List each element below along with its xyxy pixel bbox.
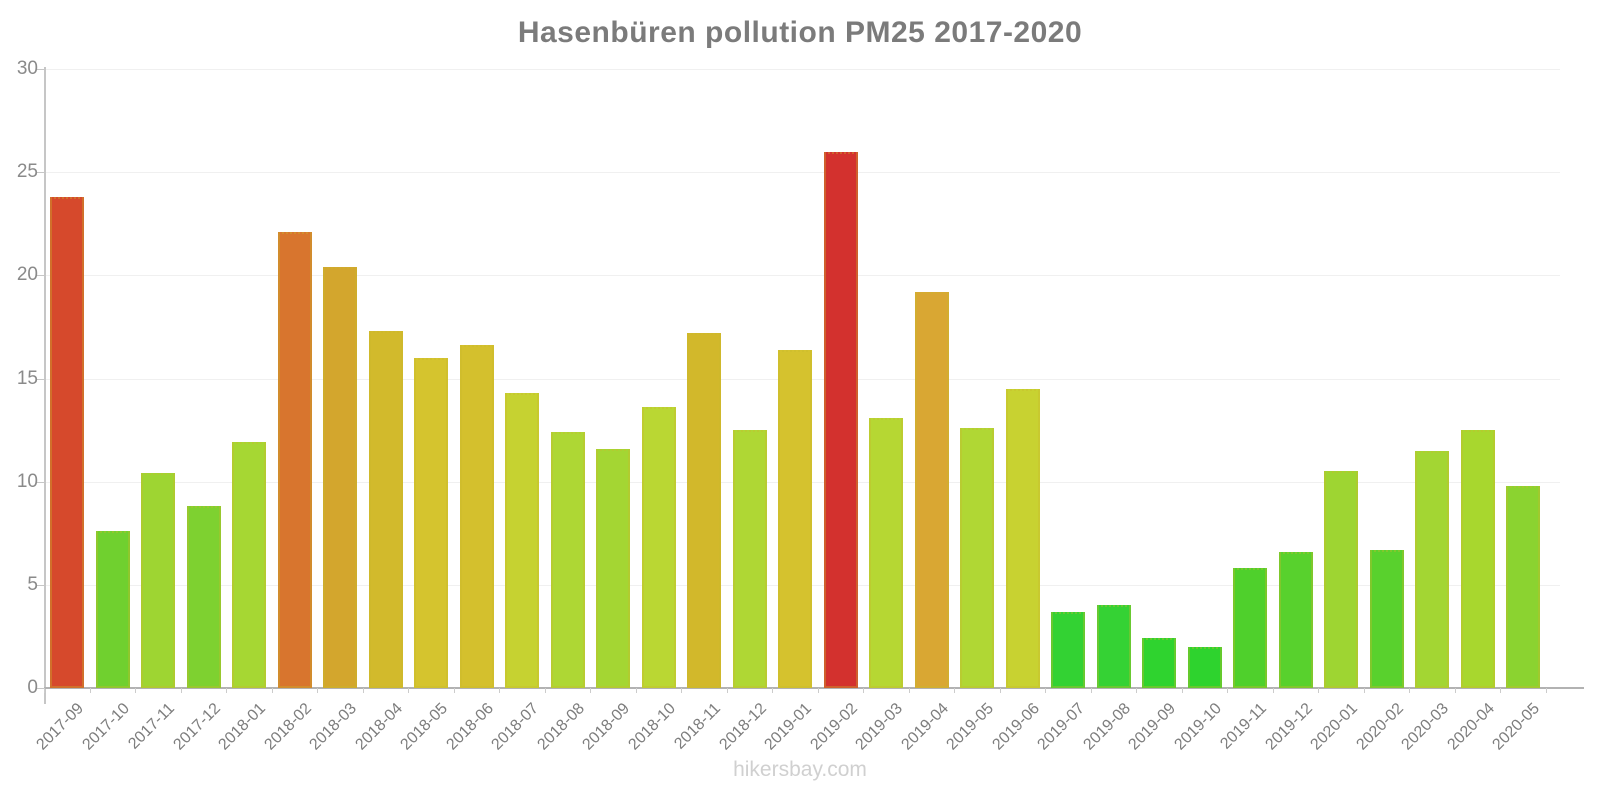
- bar-2019-04[interactable]: [914, 291, 949, 688]
- bar-2019-06[interactable]: [1005, 388, 1040, 688]
- x-axis-tick: [44, 688, 46, 693]
- x-axis-tick: [1272, 688, 1274, 693]
- y-axis-tick-label: 30: [16, 58, 38, 79]
- x-axis-tick: [408, 688, 410, 693]
- bar-2018-04[interactable]: [368, 331, 403, 688]
- bar-2020-02[interactable]: [1369, 549, 1404, 688]
- bar-2018-07[interactable]: [505, 392, 539, 688]
- bar-2017-12[interactable]: [186, 506, 221, 688]
- y-axis-tick-label: 25: [16, 161, 38, 183]
- x-axis-tick: [1454, 688, 1456, 693]
- bar-2020-03[interactable]: [1415, 450, 1449, 688]
- bar-2019-11[interactable]: [1233, 568, 1267, 688]
- x-axis-tick: [180, 688, 182, 693]
- bar-2019-09[interactable]: [1142, 638, 1176, 688]
- y-axis-tick-label: 0: [27, 677, 38, 698]
- watermark: hikersbay.com: [733, 758, 867, 781]
- x-axis-tick: [453, 688, 455, 693]
- x-axis-tick: [135, 688, 137, 693]
- y-axis-tick-label: 10: [16, 470, 38, 492]
- bar-2019-08[interactable]: [1096, 605, 1131, 688]
- bar-2018-12[interactable]: [732, 430, 767, 688]
- x-axis-line: [44, 687, 1584, 689]
- x-axis-tick: [999, 688, 1001, 693]
- bar-2018-01[interactable]: [232, 442, 266, 688]
- chart-title: Hasenbüren pollution PM25 2017-2020: [517, 16, 1083, 49]
- bar-2019-10[interactable]: [1187, 646, 1222, 688]
- y-axis-tick-label: 20: [16, 264, 38, 286]
- x-axis-tick: [1045, 688, 1047, 693]
- bar-2017-11[interactable]: [141, 473, 175, 688]
- gridline-30: [45, 69, 1560, 70]
- bar-2020-01[interactable]: [1324, 471, 1358, 688]
- bar-2020-05[interactable]: [1506, 485, 1540, 688]
- bar-2018-06[interactable]: [459, 345, 494, 688]
- y-axis-line: [44, 67, 46, 704]
- x-axis-tick: [590, 688, 592, 693]
- bar-2018-05[interactable]: [414, 357, 448, 688]
- y-axis-tick: [37, 584, 45, 586]
- bar-2018-08[interactable]: [550, 432, 585, 688]
- x-axis-tick: [863, 688, 865, 693]
- y-axis-tick: [37, 688, 45, 689]
- y-axis-tick-label: 15: [16, 367, 38, 389]
- x-axis-tick: [1136, 688, 1138, 693]
- y-axis-tick: [37, 275, 45, 277]
- x-axis-tick: [1409, 688, 1411, 693]
- x-axis-tick: [908, 688, 910, 693]
- bar-2019-02[interactable]: [823, 151, 858, 688]
- x-axis-tick: [1363, 688, 1365, 693]
- x-axis-tick: [681, 688, 683, 693]
- x-axis-tick: [499, 688, 501, 693]
- x-axis-tick: [271, 688, 273, 693]
- x-axis-tick: [1227, 688, 1229, 693]
- bar-2020-04[interactable]: [1460, 430, 1495, 688]
- x-axis-tick: [772, 688, 774, 693]
- bar-2018-11[interactable]: [687, 333, 721, 688]
- x-axis-tick: [635, 688, 637, 693]
- y-axis-tick: [37, 481, 45, 483]
- gridline-25: [45, 172, 1560, 174]
- x-axis-tick: [89, 688, 91, 693]
- x-axis-tick: [1500, 688, 1502, 693]
- y-axis-tick: [37, 172, 45, 174]
- bar-2018-09[interactable]: [596, 448, 630, 688]
- bar-2019-07[interactable]: [1051, 611, 1085, 688]
- x-axis-tick: [817, 688, 819, 693]
- bar-2018-02[interactable]: [277, 232, 312, 688]
- x-axis-tick: [544, 688, 546, 693]
- x-axis-tick: [226, 688, 228, 693]
- x-axis-tick: [726, 688, 728, 693]
- x-axis-tick: [1181, 688, 1183, 693]
- bar-2019-01[interactable]: [778, 349, 812, 688]
- bar-2018-03[interactable]: [323, 267, 357, 688]
- x-axis-tick: [1318, 688, 1320, 693]
- x-axis-tick: [954, 688, 956, 693]
- gridline-20: [45, 275, 1560, 277]
- x-axis-tick: [317, 688, 319, 693]
- y-axis-tick: [37, 69, 45, 70]
- bar-2019-05[interactable]: [960, 428, 994, 688]
- y-axis-tick-label: 5: [27, 573, 38, 595]
- x-axis-tick: [1090, 688, 1092, 693]
- bar-2017-10[interactable]: [95, 531, 130, 688]
- y-axis-tick: [37, 378, 45, 380]
- bar-2017-09[interactable]: [50, 196, 84, 688]
- bar-2019-03[interactable]: [869, 417, 903, 688]
- bar-2019-12[interactable]: [1278, 551, 1313, 688]
- x-axis-tick: [362, 688, 364, 693]
- bar-2018-10[interactable]: [641, 407, 676, 688]
- x-axis-tick: [1545, 688, 1547, 693]
